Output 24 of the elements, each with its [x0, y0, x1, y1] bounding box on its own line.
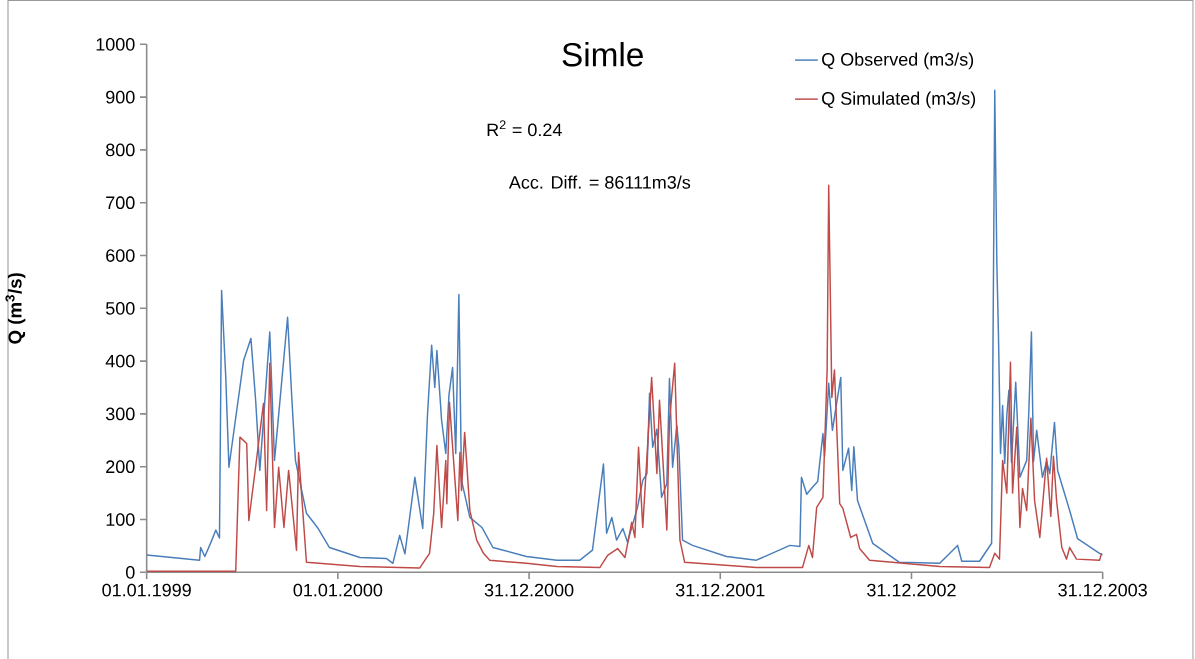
y-tick-label: 100	[106, 513, 135, 526]
y-tick-label: 800	[106, 143, 135, 157]
x-tick-label: 31.12.2002	[867, 583, 956, 597]
x-tick-label: 01.01.1999	[102, 583, 191, 597]
line-series	[146, 89, 1103, 565]
chart-title: Simle	[562, 42, 643, 67]
y-tick-label: 200	[106, 460, 135, 474]
y-tick-label: 500	[105, 301, 135, 315]
y-axis-title: Q (m$^{3}$/s)	[5, 273, 26, 344]
legend-label: Q Observed (m3/s)	[822, 52, 974, 70]
legend-label: Q Simulated (m3/s)	[822, 91, 976, 109]
y-tick-label: 300	[105, 407, 135, 421]
y-tick-label: 0	[126, 565, 135, 579]
x-tick-label: 01.01.2000	[293, 583, 383, 597]
y-tick-label: 700	[106, 196, 135, 210]
x-tick-label: 31.12.2003	[1058, 583, 1147, 597]
x-tick-label: 31.12.2000	[484, 583, 574, 597]
y-tick-label: 900	[106, 90, 135, 104]
y-tick-label: 400	[105, 354, 135, 368]
x-tick-label: 31.12.2001	[675, 583, 765, 597]
annotation: Acc. Diff. = 86111m3/s	[508, 175, 691, 189]
annotation: R$^{2}$ = 0.24	[487, 120, 562, 137]
y-tick-label: 600	[106, 249, 135, 262]
y-tick-label: 1000	[96, 37, 135, 51]
